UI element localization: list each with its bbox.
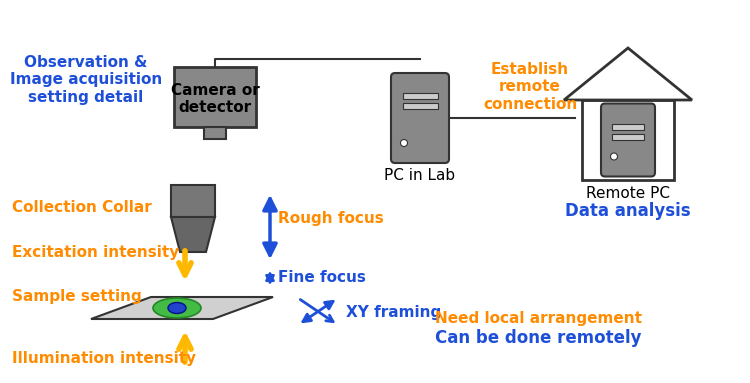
FancyBboxPatch shape (391, 73, 449, 163)
Text: Observation &
Image acquisition
setting detail: Observation & Image acquisition setting … (10, 55, 162, 105)
Text: Rough focus: Rough focus (278, 211, 384, 226)
Bar (403, 103, 437, 109)
Text: PC in Lab: PC in Lab (385, 168, 455, 183)
Circle shape (400, 139, 407, 147)
Text: XY framing: XY framing (346, 304, 441, 319)
Text: Camera or
detector: Camera or detector (170, 83, 260, 115)
Bar (204, 127, 226, 139)
Text: Excitation intensity: Excitation intensity (12, 244, 179, 260)
Ellipse shape (153, 298, 201, 318)
Bar (403, 93, 437, 99)
Bar (612, 123, 644, 129)
Polygon shape (171, 217, 215, 252)
Text: Collection Collar: Collection Collar (12, 200, 152, 216)
Polygon shape (564, 48, 692, 100)
Text: Can be done remotely: Can be done remotely (435, 329, 641, 347)
Text: Fine focus: Fine focus (278, 270, 366, 285)
Bar (171, 185, 215, 217)
Text: Illumination intensity: Illumination intensity (12, 350, 196, 365)
Bar (612, 134, 644, 139)
Text: Remote PC: Remote PC (586, 186, 670, 201)
Bar (174, 67, 256, 127)
Circle shape (610, 153, 617, 160)
FancyBboxPatch shape (601, 103, 655, 177)
Text: Need local arrangement: Need local arrangement (435, 311, 642, 326)
Polygon shape (91, 297, 273, 319)
Text: Sample setting: Sample setting (12, 288, 142, 303)
Ellipse shape (168, 303, 186, 314)
Text: Establish
remote
connection: Establish remote connection (483, 62, 578, 112)
Text: Data analysis: Data analysis (566, 202, 691, 220)
Bar (582, 100, 674, 180)
